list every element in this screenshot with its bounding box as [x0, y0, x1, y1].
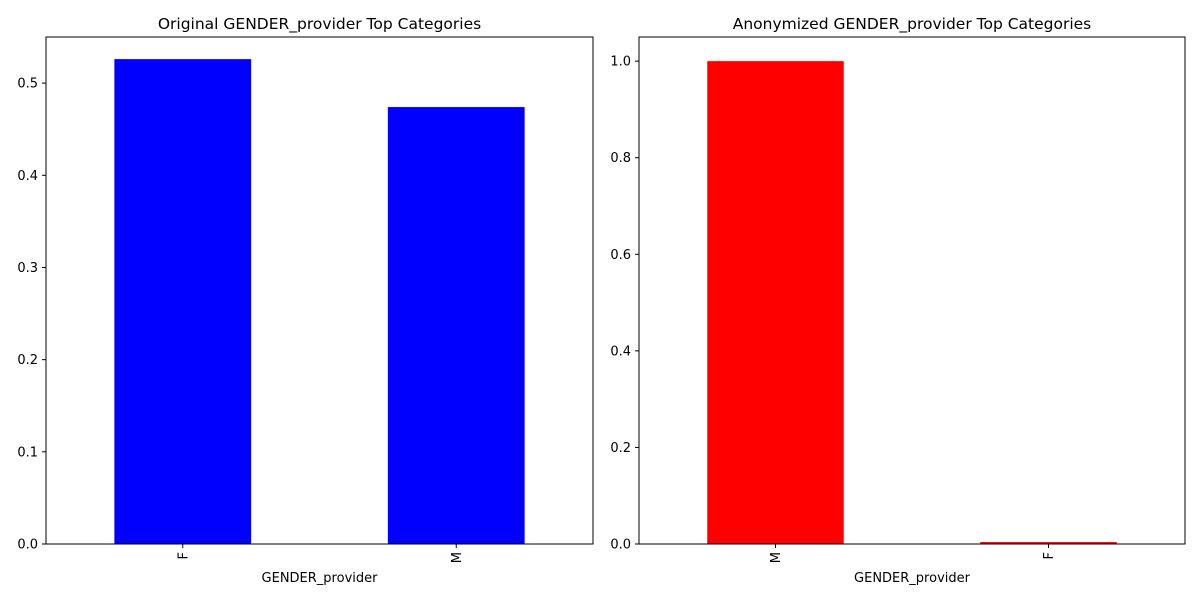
y-tick-label: 0.0 [17, 538, 38, 553]
y-tick-label: 0.4 [17, 169, 38, 184]
bar-M [387, 107, 525, 545]
bar-F [114, 59, 252, 545]
anonymized-chart: Anonymized GENDER_provider Top Categorie… [610, 15, 1186, 586]
bar-M [707, 61, 844, 545]
bar-F [980, 542, 1117, 544]
y-tick-label: 0.5 [17, 77, 38, 92]
y-tick-label: 0.8 [610, 151, 631, 166]
x-tick-label: M [450, 552, 465, 563]
x-axis-label: GENDER_provider [854, 571, 971, 586]
chart-title: Anonymized GENDER_provider Top Categorie… [733, 15, 1092, 34]
chart-title: Original GENDER_provider Top Categories [158, 15, 481, 34]
original-chart: Original GENDER_provider Top Categories … [17, 15, 594, 586]
x-tick-label: F [1042, 552, 1057, 559]
plot-area: 0.0 0.1 0.2 0.3 0.4 0.5 F M [17, 36, 594, 563]
axes-frame [45, 36, 594, 545]
x-axis-label: GENDER_provider [262, 571, 379, 586]
y-tick-label: 0.2 [610, 441, 631, 456]
y-tick-label: 0.1 [17, 445, 38, 460]
x-tick-label: F [176, 552, 191, 559]
x-tick-label: M [769, 552, 784, 563]
y-tick-label: 0.0 [610, 538, 631, 553]
y-tick-label: 0.2 [17, 353, 38, 368]
plot-area: 0.0 0.2 0.4 0.6 0.8 1.0 M F [610, 36, 1186, 563]
y-tick-label: 0.3 [17, 261, 38, 276]
axes-frame [638, 36, 1186, 545]
y-tick-label: 0.4 [610, 344, 631, 359]
y-tick-label: 1.0 [610, 55, 631, 70]
y-tick-label: 0.6 [610, 248, 631, 263]
